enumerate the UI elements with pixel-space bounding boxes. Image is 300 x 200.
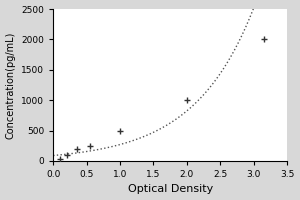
Y-axis label: Concentration(pg/mL): Concentration(pg/mL) bbox=[6, 31, 16, 139]
X-axis label: Optical Density: Optical Density bbox=[128, 184, 213, 194]
